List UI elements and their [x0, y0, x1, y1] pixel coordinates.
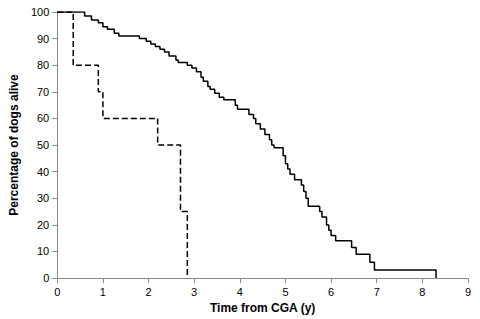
svg-text:10: 10 [37, 245, 49, 257]
svg-text:30: 30 [37, 192, 49, 204]
svg-text:0: 0 [43, 272, 49, 284]
svg-text:60: 60 [37, 112, 49, 124]
svg-text:3: 3 [191, 286, 197, 298]
svg-text:80: 80 [37, 59, 49, 71]
svg-text:0: 0 [54, 286, 60, 298]
svg-text:1: 1 [100, 286, 106, 298]
svg-text:6: 6 [328, 286, 334, 298]
svg-text:7: 7 [374, 286, 380, 298]
svg-text:Time from CGA (y): Time from CGA (y) [210, 301, 315, 315]
svg-text:Percentage of dogs alive: Percentage of dogs alive [7, 74, 21, 216]
svg-text:8: 8 [419, 286, 425, 298]
svg-text:2: 2 [145, 286, 151, 298]
svg-text:9: 9 [465, 286, 471, 298]
svg-text:4: 4 [237, 286, 243, 298]
svg-text:70: 70 [37, 86, 49, 98]
svg-text:40: 40 [37, 166, 49, 178]
svg-text:20: 20 [37, 219, 49, 231]
svg-text:100: 100 [31, 6, 49, 18]
svg-text:90: 90 [37, 33, 49, 45]
svg-text:50: 50 [37, 139, 49, 151]
svg-text:5: 5 [282, 286, 288, 298]
